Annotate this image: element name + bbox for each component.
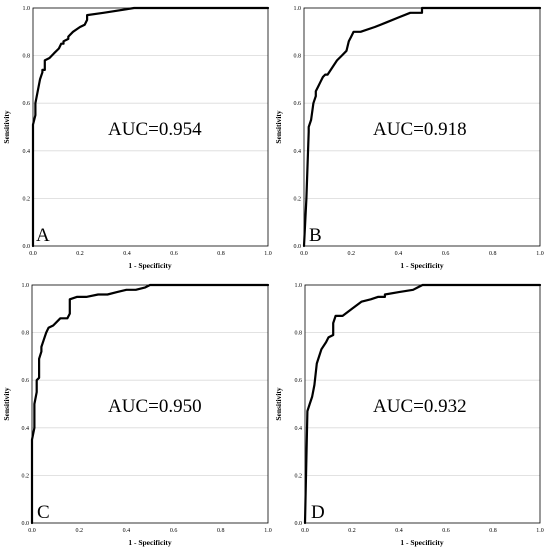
x-tick-label: 1.0 xyxy=(264,528,272,534)
y-tick-label: 0.6 xyxy=(294,101,302,107)
x-tick-label: 0.4 xyxy=(123,528,131,534)
panel-c-letter: C xyxy=(37,502,50,523)
panel-c-y-ticks: 0.0 0.2 0.4 0.6 0.8 1.0 xyxy=(22,283,30,527)
panel-c-y-axis-label: Sensitivity xyxy=(2,387,11,421)
y-tick-label: 0.8 xyxy=(294,54,302,60)
x-tick-label: 0.4 xyxy=(123,251,131,257)
y-tick-label: 0.2 xyxy=(295,473,303,479)
panel-d-auc-label: AUC=0.932 xyxy=(373,396,467,417)
x-tick-label: 0.8 xyxy=(489,251,497,257)
y-tick-label: 0.2 xyxy=(294,196,302,202)
x-tick-label: 1.0 xyxy=(536,528,544,534)
y-tick-label: 0.4 xyxy=(294,149,302,155)
x-tick-label: 0.0 xyxy=(29,251,37,257)
y-tick-label: 0.4 xyxy=(295,426,303,432)
x-tick-label: 0.8 xyxy=(217,251,225,257)
panel-d-x-axis-label: 1 - Specificity xyxy=(400,538,444,547)
panel-b-x-ticks: 0.0 0.2 0.4 0.6 0.8 1.0 xyxy=(300,251,544,257)
y-tick-label: 0.0 xyxy=(294,244,302,250)
x-tick-label: 0.8 xyxy=(489,528,497,534)
x-tick-label: 0.6 xyxy=(442,251,450,257)
panel-b-roc-curve xyxy=(302,6,542,248)
x-tick-label: 0.8 xyxy=(217,528,225,534)
panel-d-y-axis-label: Sensitivity xyxy=(274,387,283,421)
panel-c-x-axis-label: 1 - Specificity xyxy=(128,538,172,547)
x-tick-label: 1.0 xyxy=(536,251,544,257)
panel-b-y-ticks: 0.0 0.2 0.4 0.6 0.8 1.0 xyxy=(294,6,302,250)
panel-a-y-axis-label: Sensitivity xyxy=(2,110,11,144)
panel-a-x-ticks: 0.0 0.2 0.4 0.6 0.8 1.0 xyxy=(29,251,272,257)
y-tick-label: 0.6 xyxy=(22,378,30,384)
panel-a-x-axis-label: 1 - Specificity xyxy=(128,261,172,270)
panel-a-auc-label: AUC=0.954 xyxy=(108,119,202,140)
y-tick-label: 1.0 xyxy=(295,283,303,289)
panel-b: 0.0 0.2 0.4 0.6 0.8 1.0 0.0 0.2 0.4 0.6 0.8 1.0 AU… xyxy=(274,6,544,270)
panel-a-y-ticks: 0.0 0.2 0.4 0.6 0.8 1.0 xyxy=(23,6,31,250)
x-tick-label: 0.2 xyxy=(75,528,83,534)
x-tick-label: 0.0 xyxy=(300,251,308,257)
panel-c: 0.0 0.2 0.4 0.6 0.8 1.0 0.0 0.2 0.4 0.6 0.8 1.0 AU… xyxy=(2,283,272,547)
panel-c-roc-curve xyxy=(30,283,270,525)
panel-b-letter: B xyxy=(309,225,322,246)
panel-b-auc-label: AUC=0.918 xyxy=(373,119,467,140)
panel-c-grid xyxy=(32,332,268,476)
y-tick-label: 1.0 xyxy=(23,6,31,12)
x-tick-label: 0.6 xyxy=(170,251,178,257)
panel-a-grid xyxy=(33,55,268,199)
panel-a-roc-curve xyxy=(31,6,270,248)
y-tick-label: 1.0 xyxy=(294,6,302,12)
panel-b-y-axis-label: Sensitivity xyxy=(274,110,283,144)
x-tick-label: 0.4 xyxy=(395,251,403,257)
panel-d-x-ticks: 0.0 0.2 0.4 0.6 0.8 1.0 xyxy=(301,528,544,534)
panel-d: 0.0 0.2 0.4 0.6 0.8 1.0 0.0 0.2 0.4 0.6 0.8 1.0 AU… xyxy=(274,283,544,547)
y-tick-label: 0.6 xyxy=(23,101,31,107)
y-tick-label: 0.2 xyxy=(23,196,31,202)
y-tick-label: 0.8 xyxy=(22,331,30,337)
y-tick-label: 0.8 xyxy=(23,54,31,60)
y-tick-label: 0.0 xyxy=(295,521,303,527)
x-tick-label: 0.0 xyxy=(28,528,36,534)
panel-d-roc-curve xyxy=(303,283,542,525)
panel-c-auc-label: AUC=0.950 xyxy=(108,396,202,417)
y-tick-label: 0.2 xyxy=(22,473,30,479)
x-tick-label: 0.6 xyxy=(442,528,450,534)
x-tick-label: 0.2 xyxy=(347,251,355,257)
x-tick-label: 0.0 xyxy=(301,528,309,534)
panel-b-x-axis-label: 1 - Specificity xyxy=(400,261,444,270)
x-tick-label: 0.6 xyxy=(170,528,178,534)
panel-d-letter: D xyxy=(311,502,325,523)
panel-a-letter: A xyxy=(36,225,50,246)
x-tick-label: 0.2 xyxy=(76,251,84,257)
panel-c-x-ticks: 0.0 0.2 0.4 0.6 0.8 1.0 xyxy=(28,528,272,534)
panel-d-y-ticks: 0.0 0.2 0.4 0.6 0.8 1.0 xyxy=(295,283,303,527)
y-tick-label: 0.8 xyxy=(295,331,303,337)
x-tick-label: 1.0 xyxy=(264,251,272,257)
x-tick-label: 0.2 xyxy=(348,528,356,534)
y-tick-label: 0.0 xyxy=(23,244,31,250)
y-tick-label: 1.0 xyxy=(22,283,30,289)
panel-d-grid xyxy=(305,332,540,476)
y-tick-label: 0.4 xyxy=(23,149,31,155)
y-tick-label: 0.4 xyxy=(22,426,30,432)
y-tick-label: 0.0 xyxy=(22,521,30,527)
x-tick-label: 0.4 xyxy=(395,528,403,534)
y-tick-label: 0.6 xyxy=(295,378,303,384)
panel-a: 0.0 0.2 0.4 0.6 0.8 1.0 0.0 0.2 0.4 0.6 0.8 1.0 AU… xyxy=(2,6,272,270)
